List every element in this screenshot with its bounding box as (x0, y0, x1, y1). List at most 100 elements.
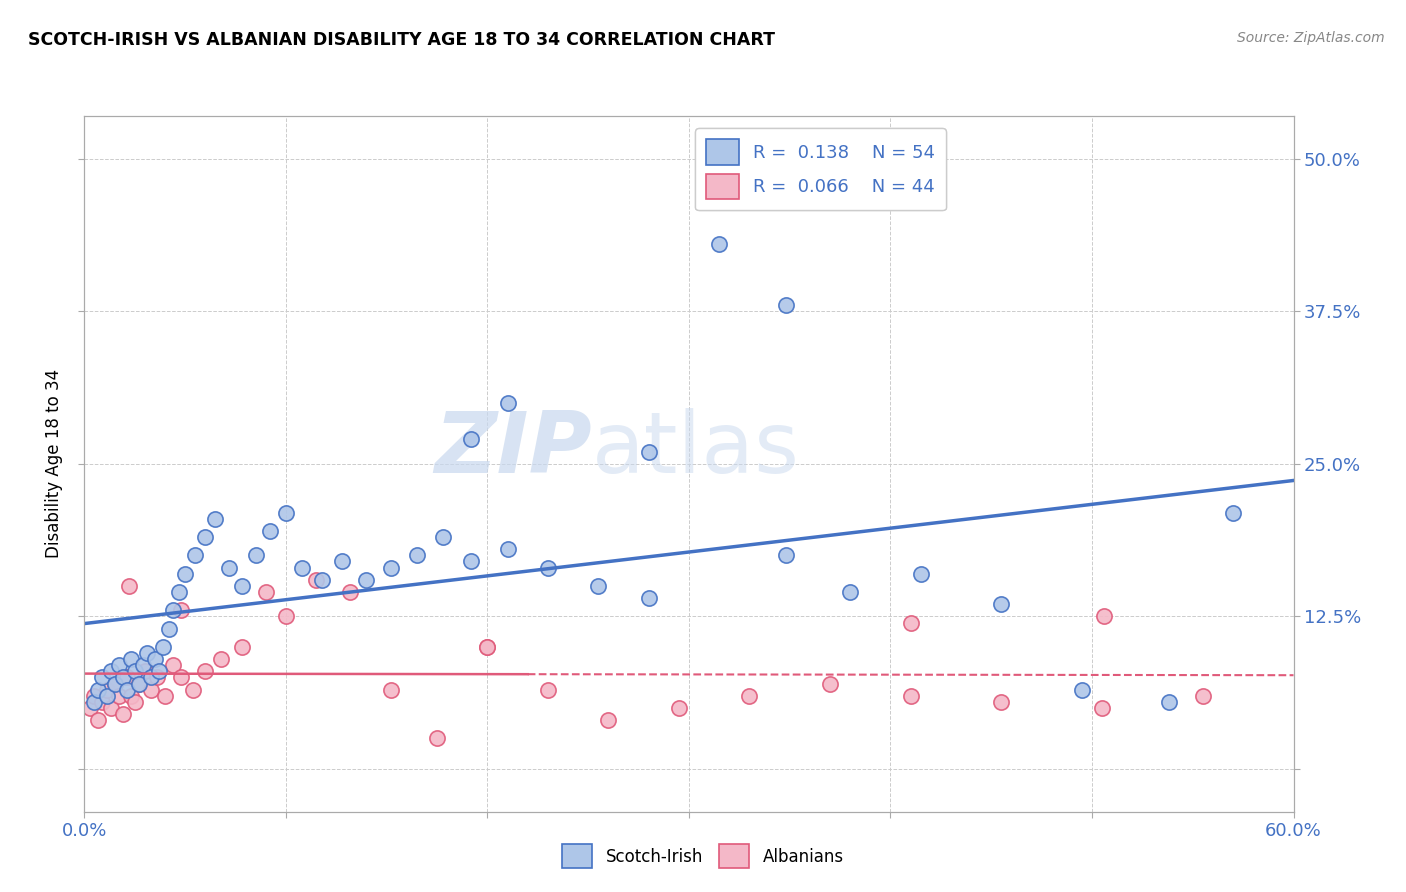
Point (1192, 689, 1215, 703)
Point (496, 396, 519, 410)
Point (115, 670, 138, 684)
Point (128, 676, 150, 690)
Point (1092, 609, 1115, 624)
Point (330, 554, 353, 568)
Text: atlas: atlas (592, 409, 800, 491)
Point (460, 554, 482, 568)
Point (124, 695, 146, 709)
Point (1071, 682, 1094, 697)
Text: Source: ZipAtlas.com: Source: ZipAtlas.com (1237, 31, 1385, 45)
Point (146, 670, 169, 684)
Point (477, 640, 499, 654)
Point (91, 695, 114, 709)
Point (83, 689, 105, 703)
Point (305, 573, 328, 587)
Point (775, 298, 797, 312)
Point (496, 542, 519, 557)
Point (96, 689, 118, 703)
Point (170, 670, 193, 684)
Point (209, 652, 232, 666)
Point (818, 676, 841, 690)
Point (91, 670, 114, 684)
Point (162, 658, 184, 673)
Point (111, 670, 134, 684)
Point (124, 665, 146, 679)
Point (100, 665, 122, 679)
Point (153, 689, 176, 703)
Point (120, 652, 142, 666)
Point (477, 640, 499, 654)
Point (152, 640, 174, 654)
Point (900, 615, 922, 630)
Legend: R =  0.138    N = 54, R =  0.066    N = 44: R = 0.138 N = 54, R = 0.066 N = 44 (696, 128, 946, 211)
Point (132, 658, 155, 673)
Point (426, 731, 449, 746)
Point (1157, 695, 1180, 709)
Point (194, 530, 217, 544)
Text: SCOTCH-IRISH VS ALBANIAN DISABILITY AGE 18 TO 34 CORRELATION CHART: SCOTCH-IRISH VS ALBANIAN DISABILITY AGE … (28, 31, 775, 49)
Point (174, 566, 197, 581)
Point (380, 682, 402, 697)
Point (432, 530, 454, 544)
Point (194, 665, 217, 679)
Point (311, 573, 333, 587)
Point (274, 609, 297, 624)
Point (598, 713, 620, 727)
Point (380, 560, 402, 574)
Point (148, 665, 170, 679)
Point (128, 676, 150, 690)
Point (406, 549, 429, 563)
Point (254, 585, 277, 599)
Point (637, 444, 659, 458)
Point (167, 585, 190, 599)
Point (910, 566, 932, 581)
Point (231, 640, 253, 654)
Point (143, 652, 166, 666)
Point (1222, 506, 1244, 520)
Point (259, 524, 281, 538)
Point (274, 506, 297, 520)
Point (118, 579, 141, 593)
Point (139, 682, 162, 697)
Point (115, 682, 138, 697)
Point (460, 433, 482, 447)
Point (537, 560, 560, 574)
Point (775, 549, 797, 563)
Point (107, 689, 129, 703)
Point (135, 646, 157, 660)
Point (134, 665, 156, 679)
Point (1091, 701, 1114, 715)
Point (87, 682, 110, 697)
Point (537, 682, 560, 697)
Point (83, 695, 105, 709)
Point (96, 682, 118, 697)
Y-axis label: Disability Age 18 to 34: Disability Age 18 to 34 (45, 369, 63, 558)
Point (218, 560, 240, 574)
Point (291, 560, 314, 574)
Point (107, 658, 129, 673)
Legend: Scotch-Irish, Albanians: Scotch-Irish, Albanians (555, 838, 851, 875)
Point (111, 707, 134, 722)
Point (245, 549, 267, 563)
Point (181, 682, 204, 697)
Point (120, 689, 142, 703)
Point (100, 701, 122, 715)
Point (668, 701, 690, 715)
Point (709, 237, 731, 252)
Point (900, 689, 922, 703)
Point (588, 579, 610, 593)
Point (231, 579, 253, 593)
Point (990, 695, 1012, 709)
Point (139, 670, 162, 684)
Point (738, 689, 761, 703)
Point (87, 713, 110, 727)
Point (170, 603, 193, 617)
Point (990, 597, 1012, 611)
Point (637, 591, 659, 606)
Point (184, 549, 207, 563)
Point (162, 603, 184, 617)
Point (839, 585, 862, 599)
Point (104, 676, 127, 690)
Point (79, 701, 101, 715)
Point (104, 676, 127, 690)
